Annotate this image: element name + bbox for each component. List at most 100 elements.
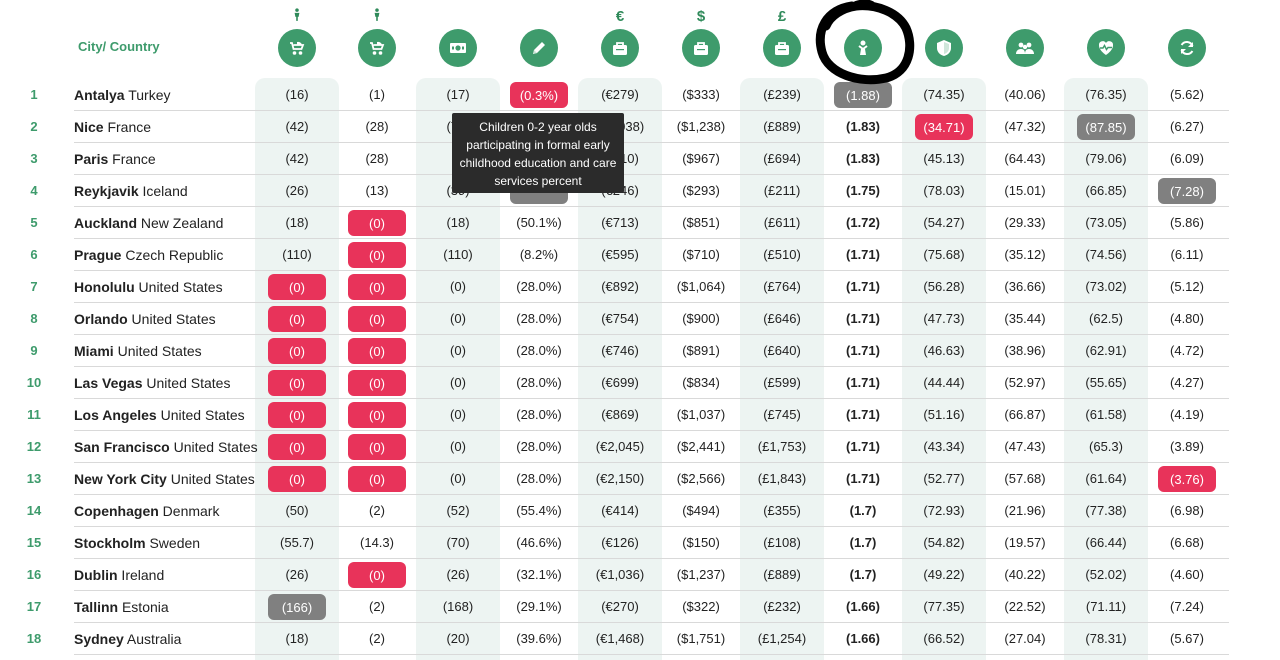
- table-cell: (74.56): [1085, 247, 1127, 262]
- table-cell: (14.3): [360, 535, 394, 550]
- table-cell: (77.35): [923, 599, 965, 614]
- table-cell: (19.57): [1004, 535, 1046, 550]
- city-country-label[interactable]: Dublin Ireland: [74, 567, 164, 583]
- city-country-label[interactable]: Los Angeles United States: [74, 407, 245, 423]
- country-name: United States: [169, 439, 258, 455]
- table-cell: (62.91): [1085, 343, 1127, 358]
- highlighted-cell-red: (0): [348, 274, 406, 300]
- city-country-label[interactable]: Stockholm Sweden: [74, 535, 200, 551]
- table-cell: (£211): [763, 183, 801, 198]
- table-cell: (0): [450, 343, 466, 358]
- table-cell: (13): [365, 183, 389, 198]
- city-country-label[interactable]: Las Vegas United States: [74, 375, 230, 391]
- table-cell: ($891): [682, 343, 720, 358]
- highlighted-cell-gray: (1.88): [834, 82, 892, 108]
- table-cell: (28.0%): [516, 407, 562, 422]
- money-icon[interactable]: [439, 29, 477, 67]
- city-name: San Francisco: [74, 439, 170, 455]
- table-cell: (€2,150): [595, 471, 645, 486]
- row-divider: [74, 494, 1229, 495]
- table-cell: (52.97): [1004, 375, 1046, 390]
- refresh-icon[interactable]: [1168, 29, 1206, 67]
- country-name: United States: [166, 471, 255, 487]
- rank-number: 6: [30, 247, 38, 262]
- briefcase-icon[interactable]: [601, 29, 639, 67]
- people-icon[interactable]: [1006, 29, 1044, 67]
- table-cell: (70): [446, 535, 470, 550]
- table-cell: (28.0%): [516, 439, 562, 454]
- row-divider: [74, 302, 1229, 303]
- highlighted-cell-red: (0): [268, 306, 326, 332]
- table-cell: (26): [285, 183, 309, 198]
- table-cell: (79.06): [1085, 151, 1127, 166]
- city-country-label[interactable]: Tallinn Estonia: [74, 599, 169, 615]
- table-cell: (€754): [601, 311, 639, 326]
- table-cell: (4.72): [1170, 343, 1204, 358]
- table-cell: ($851): [682, 215, 720, 230]
- briefcase-icon[interactable]: [763, 29, 801, 67]
- table-cell: (64.43): [1004, 151, 1046, 166]
- stroller-icon[interactable]: [278, 29, 316, 67]
- rank-number: 17: [26, 599, 42, 614]
- table-cell: (29.1%): [516, 599, 562, 614]
- rank-number: 15: [26, 535, 42, 550]
- city-country-label[interactable]: Prague Czech Republic: [74, 247, 223, 263]
- city-name: Miami: [74, 343, 114, 359]
- table-cell: (46.63): [923, 343, 965, 358]
- city-country-label[interactable]: Paris France: [74, 151, 156, 167]
- stroller-icon[interactable]: [358, 29, 396, 67]
- city-country-label[interactable]: Antalya Turkey: [74, 87, 170, 103]
- row-divider: [74, 590, 1229, 591]
- city-country-label[interactable]: Miami United States: [74, 343, 202, 359]
- briefcase-icon[interactable]: [682, 29, 720, 67]
- rank-number: 5: [30, 215, 38, 230]
- table-cell: ($1,064): [676, 279, 726, 294]
- city-country-label[interactable]: Auckland New Zealand: [74, 215, 223, 231]
- table-cell: (1.75): [846, 183, 880, 198]
- rank-number: 11: [27, 407, 41, 422]
- table-cell: ($2,566): [676, 471, 726, 486]
- city-country-label[interactable]: Copenhagen Denmark: [74, 503, 219, 519]
- currency-symbol: £: [777, 8, 787, 25]
- city-country-label[interactable]: San Francisco United States: [74, 439, 258, 455]
- table-cell: (16): [285, 87, 309, 102]
- city-country-label[interactable]: Honolulu United States: [74, 279, 223, 295]
- highlighted-cell-red: (0): [348, 562, 406, 588]
- table-cell: (£1,753): [757, 439, 807, 454]
- table-cell: (£510): [763, 247, 801, 262]
- table-cell: ($494): [682, 503, 720, 518]
- city-country-label[interactable]: Nice France: [74, 119, 151, 135]
- table-cell: (56.28): [923, 279, 965, 294]
- table-cell: (46.6%): [516, 535, 562, 550]
- table-cell: (65.3): [1089, 439, 1123, 454]
- currency-symbol: [428, 8, 488, 26]
- table-cell: (€2,045): [595, 439, 645, 454]
- highlighted-cell-red: (0): [348, 338, 406, 364]
- currency-symbol: [995, 8, 1055, 26]
- table-cell: (£1,843): [757, 471, 807, 486]
- table-cell: (€279): [601, 87, 639, 102]
- table-cell: (6.68): [1170, 535, 1204, 550]
- city-country-label[interactable]: Orlando United States: [74, 311, 216, 327]
- table-cell: (61.64): [1085, 471, 1127, 486]
- shield-icon[interactable]: [925, 29, 963, 67]
- table-cell: (66.44): [1085, 535, 1127, 550]
- city-country-label[interactable]: Sydney Australia: [74, 631, 181, 647]
- city-name: Auckland: [74, 215, 138, 231]
- city-name: Los Angeles: [74, 407, 157, 423]
- table-cell: (42): [285, 151, 309, 166]
- table-row: 15 Stockholm Sweden (55.7) (14.3) (70) (46.6%…: [0, 527, 1280, 559]
- table-cell: (2): [369, 631, 385, 646]
- city-country-label[interactable]: New York City United States: [74, 471, 255, 487]
- pencil-icon[interactable]: [520, 29, 558, 67]
- table-cell: (75.68): [923, 247, 965, 262]
- table-cell: (18): [285, 215, 309, 230]
- child-icon[interactable]: [844, 29, 882, 67]
- heart-pulse-icon[interactable]: [1087, 29, 1125, 67]
- city-country-label[interactable]: Reykjavik Iceland: [74, 183, 188, 199]
- country-name: Sweden: [145, 535, 201, 551]
- country-name: Iceland: [138, 183, 188, 199]
- table-row: 14 Copenhagen Denmark (50) (2) (52) (55.4%) (€…: [0, 495, 1280, 527]
- row-divider: [74, 238, 1229, 239]
